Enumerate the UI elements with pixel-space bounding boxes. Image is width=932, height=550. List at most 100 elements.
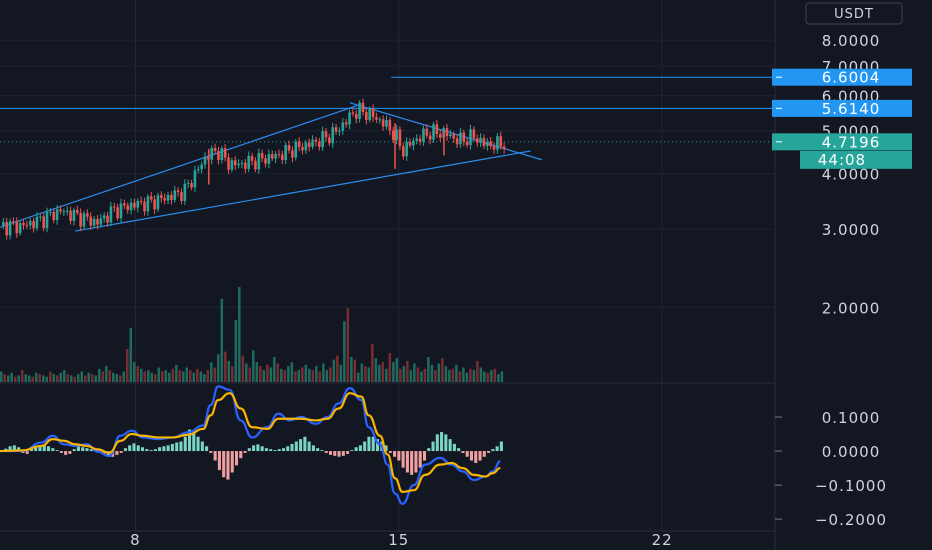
histogram-bar (469, 451, 474, 461)
candle-body (139, 200, 143, 202)
histogram-bar (482, 451, 486, 457)
histogram-bar (200, 441, 204, 452)
volume-bar (185, 367, 189, 382)
candle-body (405, 141, 408, 157)
candle-body (267, 154, 271, 164)
volume-bar (332, 359, 336, 382)
trendline[interactable] (0, 104, 358, 228)
candle-body (109, 206, 113, 223)
volume-bar (133, 362, 136, 382)
volume-bar (392, 362, 395, 382)
histogram-bar (132, 443, 136, 452)
histogram-bar (183, 436, 187, 452)
candle-body (247, 156, 251, 169)
histogram-bar (205, 446, 209, 452)
histogram-bar (213, 451, 217, 461)
volume-bar (98, 368, 101, 382)
candle-body (112, 206, 116, 208)
volume-bar (395, 358, 399, 382)
volume-bar (245, 363, 248, 382)
volume-bar (87, 372, 91, 382)
volume-bar (199, 371, 203, 382)
candle-body (311, 139, 314, 147)
volume-bar (280, 368, 283, 382)
price-level-lines[interactable] (0, 76, 775, 143)
volume-bar (52, 374, 56, 382)
currency-selector-box[interactable] (805, 2, 903, 25)
volume-bar (301, 367, 304, 382)
volume-bar (126, 349, 129, 382)
volume-bar (371, 343, 374, 382)
volume-bar (255, 362, 259, 382)
histogram-bar (290, 443, 294, 452)
histogram-bar (363, 441, 367, 452)
volume-bar (45, 376, 49, 382)
candle-body (264, 158, 267, 164)
histogram-bar (350, 450, 354, 452)
candle-body (39, 216, 42, 218)
volume-bar (472, 370, 476, 382)
candle-body (284, 145, 287, 161)
histogram-bar (256, 444, 260, 452)
histogram-bar (192, 431, 196, 452)
volume-bar (423, 368, 427, 382)
candle-body (361, 102, 365, 113)
candle-body (432, 124, 435, 140)
histogram-bar (452, 443, 456, 452)
histogram-bar (307, 441, 311, 452)
volume-bar (479, 367, 483, 382)
candle-body (196, 169, 200, 171)
candle-body (475, 138, 479, 143)
candle-body (190, 183, 193, 188)
histogram-bar (341, 451, 345, 456)
oscillator-axis[interactable]: 0.1000 0.0000 −0.1000 −0.2000 (775, 409, 887, 529)
histogram-bar (414, 451, 418, 473)
candle-body (375, 117, 378, 120)
candle-body (338, 130, 341, 132)
volume-bar (157, 367, 161, 382)
candle-body (254, 160, 257, 170)
volume-bar (224, 351, 227, 382)
histogram-bar (418, 451, 422, 468)
candle-body (92, 218, 96, 226)
candle-body (469, 129, 472, 146)
volume-bar (297, 370, 301, 382)
histogram-bar (354, 447, 358, 452)
volume-bar (108, 370, 112, 382)
currency-selector[interactable]: USDT (805, 2, 903, 25)
level-badge-label: 5.6140 (822, 100, 881, 118)
volume-bar (451, 368, 455, 382)
chart-grid (0, 0, 775, 531)
volume-bar (290, 362, 294, 382)
histogram-bar (371, 436, 375, 452)
candle-body (18, 222, 22, 234)
candle-body (163, 198, 166, 201)
candle-body (5, 222, 9, 236)
volume-bar (192, 372, 196, 382)
level-badge-box (772, 99, 912, 117)
candle-body (89, 216, 93, 226)
histogram-bar (346, 451, 350, 454)
candle-body (408, 141, 412, 146)
histogram-bar (393, 451, 397, 457)
candle-body (287, 145, 291, 151)
histogram-bar (333, 451, 337, 456)
histogram-bar (440, 431, 444, 452)
volume-bar (269, 367, 273, 382)
candle-body (368, 108, 371, 120)
candle-body (15, 221, 19, 234)
trendline[interactable] (75, 150, 531, 232)
candle-body (180, 192, 183, 201)
candle-body (153, 199, 156, 210)
time-axis[interactable]: 8 15 22 (130, 531, 673, 549)
candle-body (304, 142, 308, 151)
currency-label[interactable]: USDT (834, 7, 874, 22)
volume-bar (490, 370, 493, 382)
volume-bar (486, 372, 490, 382)
volume-bar (3, 374, 7, 382)
volume-bar (234, 319, 238, 382)
histogram-bar (64, 451, 68, 455)
volume-bar (115, 374, 119, 382)
candle-body (223, 148, 227, 158)
